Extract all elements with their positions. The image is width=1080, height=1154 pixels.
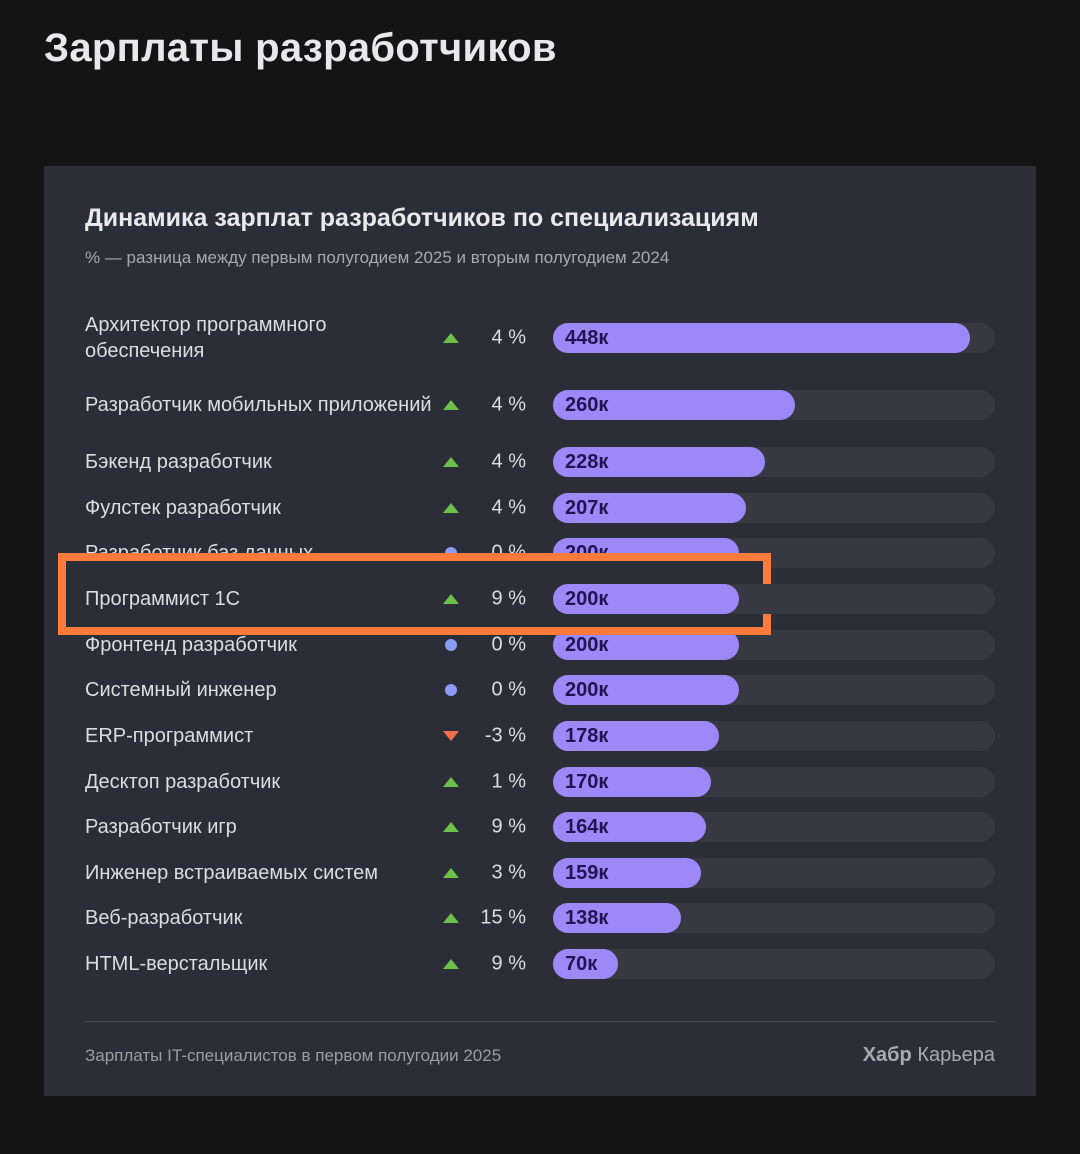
change-label: 4 % xyxy=(491,393,526,416)
chart-subtitle: % — разница между первым полугодием 2025… xyxy=(85,248,670,267)
category-label: Веб-разработчик xyxy=(85,907,243,929)
change-label: 0 % xyxy=(491,678,526,701)
up-triangle-icon xyxy=(442,911,460,925)
dot-icon xyxy=(442,638,460,652)
change-label: 1 % xyxy=(491,770,526,793)
up-triangle-icon xyxy=(442,957,460,971)
category-label: Разработчик игр xyxy=(85,816,237,838)
bar-track: 200к xyxy=(553,584,995,614)
bar-row: Системный инженер 0 % 200к xyxy=(44,670,1036,710)
bar-row: Программист 1С 9 % 200к xyxy=(44,579,1036,619)
up-triangle-icon xyxy=(442,331,460,345)
up-triangle-icon xyxy=(442,592,460,606)
value-label: 260к xyxy=(565,394,609,416)
bar-track: 164к xyxy=(553,812,995,842)
category-label: Десктоп разработчик xyxy=(85,771,281,793)
bar-row: Разработчик игр 9 % 164к xyxy=(44,807,1036,847)
bar-track: 260к xyxy=(553,390,995,420)
brand-logo: Хабр Карьера xyxy=(862,1044,995,1066)
page-title: Зарплаты разработчиков xyxy=(44,26,557,70)
change-label: 4 % xyxy=(491,450,526,473)
bar xyxy=(553,812,706,842)
chart-title: Динамика зарплат разработчиков по специа… xyxy=(85,204,759,232)
chart-card: Динамика зарплат разработчиков по специа… xyxy=(44,166,1036,1096)
dot-icon xyxy=(442,683,460,697)
footnote: Зарплаты IT-специалистов в первом полуго… xyxy=(85,1046,502,1065)
category-label: HTML-верстальщик xyxy=(85,953,268,975)
category-label: Фронтенд разработчик xyxy=(85,634,297,656)
up-triangle-icon xyxy=(442,398,460,412)
up-triangle-icon xyxy=(442,455,460,469)
up-triangle-icon xyxy=(442,501,460,515)
change-label: 9 % xyxy=(491,587,526,610)
bar-row: HTML-верстальщик 9 % 70к xyxy=(44,944,1036,984)
up-triangle-icon xyxy=(442,775,460,789)
bar xyxy=(553,390,795,420)
bar xyxy=(553,721,719,751)
bar xyxy=(553,858,701,888)
value-label: 178к xyxy=(565,725,609,747)
value-label: 138к xyxy=(565,907,609,929)
bar-track: 178к xyxy=(553,721,995,751)
bar-track: 170к xyxy=(553,767,995,797)
bar-row: Архитектор программного обеспечения 4 % … xyxy=(44,314,1036,362)
category-label: Системный инженер xyxy=(85,679,277,701)
bar-row: Фулстек разработчик 4 % 207к xyxy=(44,488,1036,528)
change-label: 15 % xyxy=(480,906,526,929)
category-label: ERP-программист xyxy=(85,725,254,747)
change-label: 9 % xyxy=(491,952,526,975)
bar-track: 228к xyxy=(553,447,995,477)
bar-row: Инженер встраиваемых систем 3 % 159к xyxy=(44,853,1036,893)
bar-track: 70к xyxy=(553,949,995,979)
category-label: Разработчик мобильных приложений xyxy=(85,394,432,416)
category-label: Фулстек разработчик xyxy=(85,497,281,519)
category-label: Инженер встраиваемых систем xyxy=(85,862,379,884)
bar-track: 448к xyxy=(553,323,995,353)
bar-track: 159к xyxy=(553,858,995,888)
bar-row: Разработчик мобильных приложений 4 % 260… xyxy=(44,385,1036,425)
bar xyxy=(553,447,766,477)
bar xyxy=(553,903,682,933)
value-label: 170к xyxy=(565,771,609,793)
up-triangle-icon xyxy=(442,820,460,834)
bar xyxy=(553,323,970,353)
value-label: 200к xyxy=(565,679,609,701)
bar-track: 200к xyxy=(553,675,995,705)
bar-track: 200к xyxy=(553,630,995,660)
value-label: 207к xyxy=(565,497,609,519)
change-label: 9 % xyxy=(491,815,526,838)
bar xyxy=(553,493,746,523)
bar xyxy=(553,630,740,660)
change-label: 4 % xyxy=(491,326,526,349)
bar-track: 207к xyxy=(553,493,995,523)
category-label: Программист 1С xyxy=(85,588,241,610)
bar-row: ERP-программист -3 % 178к xyxy=(44,716,1036,756)
bar-row: Бэкенд разработчик 4 % 228к xyxy=(44,442,1036,482)
divider xyxy=(85,1021,995,1022)
change-label: -3 % xyxy=(484,724,526,747)
bar-track: 138к xyxy=(553,903,995,933)
down-triangle-icon xyxy=(442,729,460,743)
value-label: 159к xyxy=(565,862,609,884)
value-label: 448к xyxy=(565,327,609,349)
bar xyxy=(553,949,619,979)
bar xyxy=(553,767,712,797)
bar xyxy=(553,584,740,614)
value-label: 200к xyxy=(565,634,609,656)
category-label: Архитектор программного обеспечения xyxy=(85,314,327,362)
change-label: 3 % xyxy=(491,861,526,884)
bar-row: Веб-разработчик 15 % 138к xyxy=(44,898,1036,938)
value-label: 164к xyxy=(565,816,609,838)
change-label: 0 % xyxy=(491,633,526,656)
bar-row: Десктоп разработчик 1 % 170к xyxy=(44,762,1036,802)
change-label: 4 % xyxy=(491,496,526,519)
value-label: 70к xyxy=(565,953,598,975)
bar xyxy=(553,675,740,705)
up-triangle-icon xyxy=(442,866,460,880)
category-label: Бэкенд разработчик xyxy=(85,451,272,473)
value-label: 200к xyxy=(565,588,609,610)
value-label: 228к xyxy=(565,451,609,473)
bar-row: Фронтенд разработчик 0 % 200к xyxy=(44,625,1036,665)
